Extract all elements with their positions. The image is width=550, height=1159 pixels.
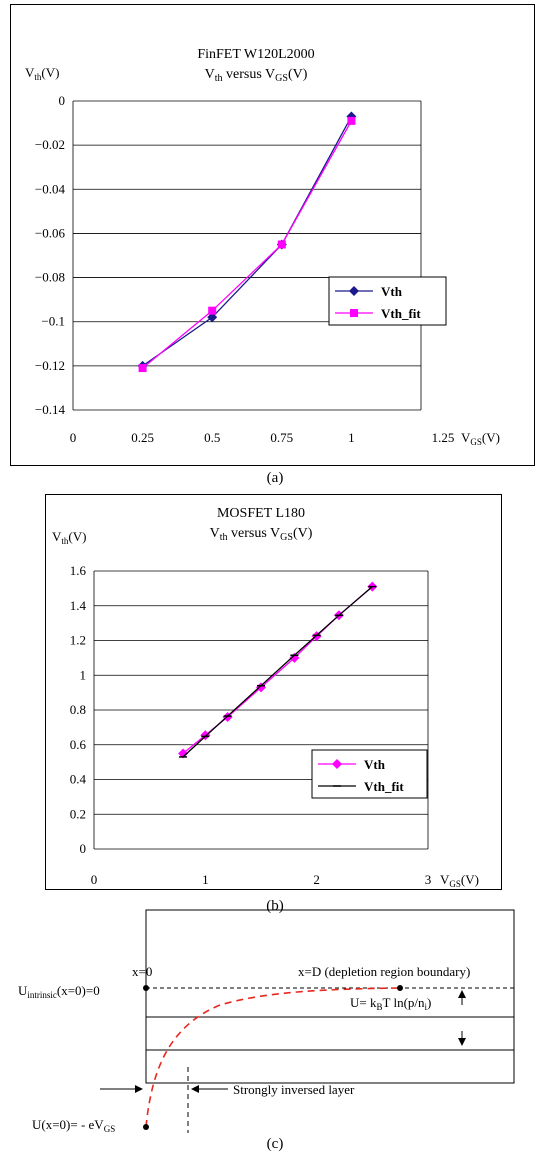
chart-a-xtick-label: 0.75 bbox=[270, 430, 293, 445]
chart-a-series-line bbox=[142, 120, 352, 369]
chart-a-xlabel: VGS(V) bbox=[461, 430, 500, 447]
chart-b-ytick-label: 0.2 bbox=[70, 806, 86, 821]
chart-b-ytick-label: 1.6 bbox=[70, 563, 87, 578]
chart-a-svg: FinFET W120L2000 Vth versus VGS(V) Vth(V) V… bbox=[25, 47, 500, 447]
chart-b-ytick-label: 1.2 bbox=[70, 633, 86, 648]
chart-b-legend-marker bbox=[332, 759, 342, 769]
u-x0-label: U(x=0)= - eVGS bbox=[32, 1117, 115, 1134]
chart-a-legend-label: Vth bbox=[381, 284, 403, 299]
chart-a-series-line bbox=[142, 116, 352, 367]
chart-a-ytick-label: −0.12 bbox=[35, 358, 65, 373]
chart-b-series-Vth_fit bbox=[179, 585, 377, 758]
chart-a-subtitle: Vth versus VGS(V) bbox=[205, 67, 308, 84]
chart-a-data-point bbox=[207, 312, 218, 323]
chart-a-ylabel: Vth(V) bbox=[25, 65, 59, 82]
chart-a-legend: Vth Vth_fit bbox=[328, 276, 447, 326]
point-x0-top bbox=[143, 985, 149, 991]
chart-a-xtick-label: 0 bbox=[70, 430, 77, 445]
chart-a-legend-box bbox=[328, 276, 447, 326]
chart-a-xtick-label: 1 bbox=[348, 430, 355, 445]
u-intrinsic-label: Uintrinsic(x=0)=0 bbox=[18, 983, 100, 1000]
chart-b-xlabel: VGS(V) bbox=[440, 872, 479, 889]
chart-b-xtick-label: 0 bbox=[91, 872, 98, 887]
u-equation-label: U= kBT ln(p/ni) bbox=[350, 995, 431, 1012]
chart-a-legend-marker bbox=[349, 286, 359, 296]
inversed-layer-label: Strongly inversed layer bbox=[233, 1082, 355, 1097]
chart-a-data-point bbox=[208, 306, 217, 315]
chart-b-data-point bbox=[178, 748, 189, 759]
chart-a-ytick-label: −0.04 bbox=[35, 181, 66, 196]
chart-a-ytick-label: −0.08 bbox=[35, 270, 65, 285]
diagram-c-svg: x=0 x=D (depletion region boundary) Uint… bbox=[18, 909, 515, 1134]
xD-label: x=D (depletion region boundary) bbox=[298, 964, 470, 979]
chart-b-series-line bbox=[182, 586, 373, 758]
chart-a-ytick-label: −0.14 bbox=[35, 402, 66, 417]
chart-b-legend-box bbox=[311, 749, 428, 799]
chart-b-ytick-label: 0.4 bbox=[70, 772, 87, 787]
chart-b-data-point bbox=[200, 730, 211, 741]
chart-b-ytick-label: 1.4 bbox=[70, 598, 87, 613]
chart-b-ytick-label: 0.6 bbox=[70, 737, 87, 752]
chart-a-title: FinFET W120L2000 bbox=[197, 47, 314, 62]
caption-c: (c) bbox=[266, 1136, 284, 1152]
chart-b-legend: Vth Vth_fit bbox=[311, 749, 428, 799]
chart-b-ytick-label: 1 bbox=[80, 667, 87, 682]
chart-panel-b: MOSFET L180 Vth versus VGS(V) Vth(V) VGS(V)… bbox=[45, 494, 502, 890]
chart-a-xtick-label: 1.25 bbox=[432, 430, 455, 445]
chart-b-xtick-label: 2 bbox=[313, 872, 320, 887]
chart-b-title: MOSFET L180 bbox=[217, 506, 305, 521]
chart-a-data-point bbox=[347, 116, 356, 125]
chart-a-legend-marker bbox=[350, 309, 358, 317]
caption-a: (a) bbox=[266, 470, 284, 486]
potential-curve bbox=[145, 987, 401, 1128]
chart-a-data-point bbox=[138, 364, 147, 373]
chart-b-xtick-label: 1 bbox=[202, 872, 209, 887]
chart-a-series-Vth bbox=[137, 111, 357, 371]
chart-a-ytick-label: 0 bbox=[59, 93, 66, 108]
chart-panel-a: FinFET W120L2000 Vth versus VGS(V) Vth(V) V… bbox=[10, 4, 535, 466]
chart-a-data-point bbox=[277, 240, 286, 249]
point-xD bbox=[397, 985, 403, 991]
chart-a-legend-label: Vth_fit bbox=[381, 306, 421, 321]
chart-a-ytick-label: −0.06 bbox=[35, 225, 66, 240]
chart-a-series-Vth_fit bbox=[138, 116, 356, 373]
chart-b-data-point bbox=[256, 682, 266, 693]
chart-b-legend-label: Vth bbox=[364, 757, 386, 772]
chart-b-subtitle: Vth versus VGS(V) bbox=[210, 526, 313, 543]
chart-b-legend-label: Vth_fit bbox=[364, 779, 404, 794]
chart-b-ytick-label: 0 bbox=[80, 841, 87, 856]
chart-a-ytick-label: −0.02 bbox=[35, 137, 65, 152]
chart-a-xtick-label: 0.5 bbox=[204, 430, 220, 445]
chart-b-ylabel: Vth(V) bbox=[52, 529, 86, 546]
x0-label: x=0 bbox=[132, 964, 152, 979]
chart-b-svg: MOSFET L180 Vth versus VGS(V) Vth(V) VGS(V)… bbox=[52, 506, 479, 889]
chart-b-ytick-label: 0.8 bbox=[70, 702, 86, 717]
point-x0-bottom bbox=[143, 1124, 149, 1130]
chart-b-xtick-label: 3 bbox=[425, 872, 432, 887]
chart-a-ytick-label: −0.1 bbox=[41, 314, 65, 329]
chart-a-xtick-label: 0.25 bbox=[131, 430, 154, 445]
diagram-box bbox=[145, 909, 515, 1084]
